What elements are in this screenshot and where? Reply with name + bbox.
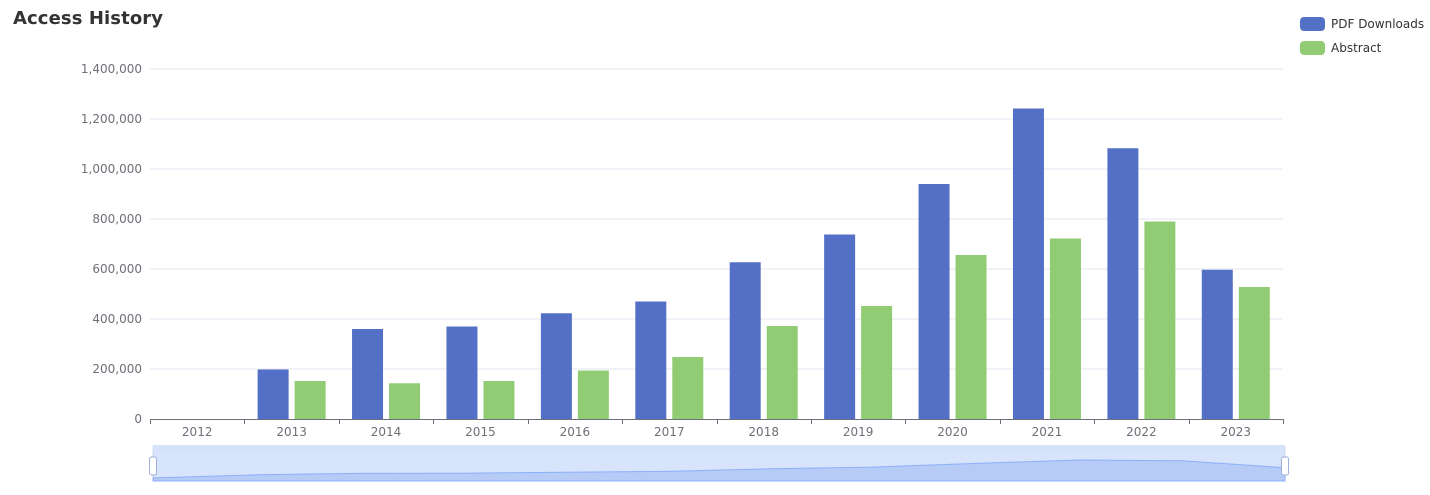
x-tick-label: 2015: [465, 425, 496, 439]
x-tick-label: 2018: [748, 425, 779, 439]
y-tick-label: 800,000: [92, 212, 142, 226]
grid-lines: [150, 68, 1283, 370]
legend-swatch-abstract: [1300, 41, 1325, 55]
chart-title: Access History: [13, 8, 164, 29]
bar-abstract: [577, 370, 609, 419]
bar-pdf-downloads: [1012, 108, 1044, 419]
x-tick-label: 2017: [654, 425, 685, 439]
legend-label-pdf-downloads: PDF Downloads: [1331, 17, 1425, 31]
bar-abstract: [294, 381, 326, 419]
legend-item-pdf-downloads[interactable]: PDF Downloads: [1300, 12, 1424, 36]
bar-abstract: [389, 383, 421, 419]
bar-abstract: [1049, 238, 1081, 419]
x-tick-label: 2021: [1032, 425, 1063, 439]
bar-pdf-downloads: [540, 313, 572, 419]
bar-pdf-downloads: [446, 326, 478, 419]
zoom-overview-area: [152, 459, 1286, 482]
data-zoom-slider[interactable]: [149, 445, 1289, 482]
bar-pdf-downloads: [635, 301, 667, 419]
x-tick-label: 2012: [182, 425, 213, 439]
legend-label-abstract: Abstract: [1331, 41, 1382, 55]
y-tick-label: 1,400,000: [81, 62, 142, 76]
y-tick-label: 0: [134, 412, 142, 426]
zoom-selected-range[interactable]: [153, 447, 1285, 481]
bar-pdf-downloads: [352, 329, 384, 419]
bar-abstract: [483, 381, 515, 419]
x-tick-label: 2023: [1221, 425, 1252, 439]
bar-abstract: [766, 326, 798, 419]
y-axis: 0 200,000 400,000 600,000 800,000 1,000,000 1,…: [81, 62, 142, 426]
bar-abstract: [1238, 287, 1270, 419]
x-tick-label: 2014: [371, 425, 402, 439]
x-tick-label: 2020: [937, 425, 968, 439]
y-tick-label: 600,000: [92, 262, 142, 276]
bar-pdf-downloads: [729, 262, 761, 419]
y-tick-label: 1,000,000: [81, 162, 142, 176]
bar-pdf-downloads: [918, 184, 950, 419]
bars: [257, 108, 1270, 419]
bar-abstract: [861, 306, 893, 419]
x-tick-label: 2016: [560, 425, 591, 439]
legend-item-abstract[interactable]: Abstract: [1300, 36, 1424, 60]
legend-swatch-pdf-downloads: [1300, 17, 1325, 31]
y-tick-label: 200,000: [92, 362, 142, 376]
x-tick-label: 2019: [843, 425, 874, 439]
x-axis: 2012 2013 2014 2015 2016 2017 2018 2019 2020 2021…: [150, 419, 1284, 439]
zoom-move-handle[interactable]: [153, 445, 1285, 451]
bar-abstract: [672, 357, 704, 419]
bar-pdf-downloads: [257, 369, 289, 419]
y-tick-label: 1,200,000: [81, 112, 142, 126]
legend: PDF Downloads Abstract: [1300, 12, 1424, 60]
x-tick-label: 2013: [276, 425, 307, 439]
zoom-handle-left[interactable]: [149, 456, 157, 476]
x-tick-label: 2022: [1126, 425, 1157, 439]
bar-pdf-downloads: [1201, 269, 1233, 419]
bar-abstract: [955, 255, 987, 419]
bar-pdf-downloads: [824, 234, 856, 419]
bar-pdf-downloads: [1107, 148, 1139, 419]
zoom-handle-right[interactable]: [1281, 456, 1289, 476]
y-tick-label: 400,000: [92, 312, 142, 326]
bar-abstract: [1144, 221, 1176, 419]
